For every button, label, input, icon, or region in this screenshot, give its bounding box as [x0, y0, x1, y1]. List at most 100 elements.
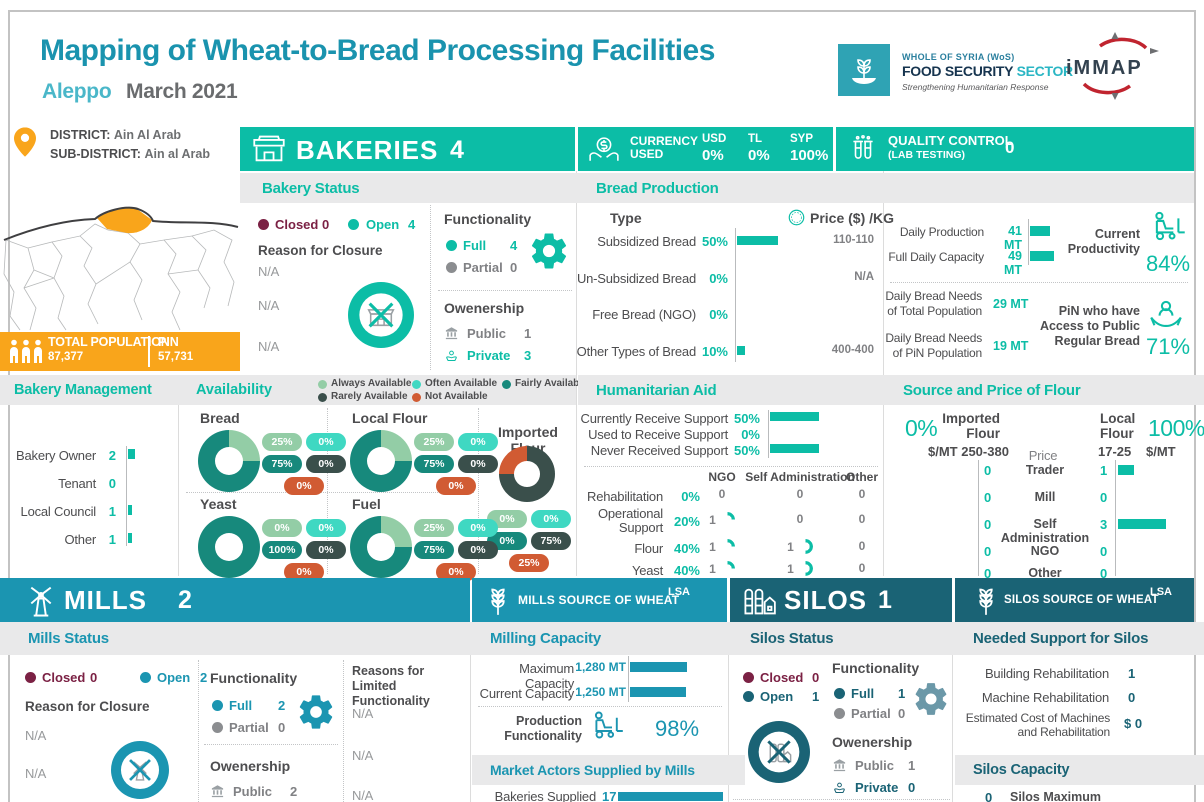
- mills-status-header: Mills Status: [0, 622, 498, 655]
- access-value: 71%: [1146, 334, 1191, 359]
- flour-loc-3: 3: [1100, 517, 1108, 532]
- legend-rarely-label: Rarely Available: [331, 391, 408, 402]
- silos-open-label: Open: [760, 689, 794, 704]
- availability-divider-v2: [478, 408, 479, 574]
- currency-syp-label: SYP: [790, 133, 814, 145]
- hum-row-label-4: Yeast: [631, 563, 663, 578]
- mills-full-dot: [212, 700, 223, 711]
- bakery-closed-value: 0: [322, 217, 330, 232]
- silos-ownership-title: Owenership: [832, 734, 913, 750]
- bakery-reason-2: N/A: [258, 298, 280, 313]
- daily-divider-h: [890, 282, 1188, 283]
- bakery-closed-label: Closed: [275, 217, 319, 232]
- imported-flour-price: $/MT 250-380: [928, 444, 1009, 459]
- bakery-private-label: Private: [467, 348, 511, 363]
- mills-full-value: 2: [278, 698, 286, 713]
- milling-max-bar: [630, 662, 687, 672]
- bakery-status-divider-v: [430, 205, 431, 370]
- mills-limited-title-2: Functionality: [352, 694, 430, 708]
- silos-full-label: Full: [851, 686, 875, 701]
- bakeries-title: BAKERIES: [296, 135, 439, 165]
- access-label-1: PiN who have: [1058, 304, 1140, 318]
- silos-private-label: Private: [855, 780, 899, 795]
- silos-source-title: SILOS SOURCE OF WHEAT: [1004, 594, 1159, 606]
- production-pct-4: 10%: [701, 344, 728, 359]
- cost-label-1: Estimated Cost of Machines: [965, 711, 1110, 725]
- page-frame-right: [1194, 10, 1196, 802]
- production-pct-1: 50%: [701, 234, 728, 249]
- needs-pin-label-2: of PiN Population: [892, 346, 983, 360]
- avail-imported-pill-often: 0%: [531, 510, 571, 528]
- hum-divider-h: [584, 466, 878, 467]
- milling-axis: [628, 656, 629, 702]
- hum-col-ngo: NGO: [708, 470, 736, 484]
- mills-full-label: Full: [229, 698, 253, 713]
- page-frame-top: [8, 10, 1196, 12]
- price-column-header: Price ($) /KG: [810, 210, 895, 226]
- imported-flour-pct: 0%: [905, 415, 938, 441]
- bakery-full-label: Full: [463, 238, 487, 253]
- mills-band: [0, 578, 470, 622]
- district-value: Ain Al Arab: [113, 128, 182, 142]
- avail-bread-pill-not: 0%: [284, 477, 324, 495]
- local-flour-unit: $/MT: [1146, 444, 1176, 459]
- wheat-bowl-icon: [852, 59, 876, 84]
- silos-count: 1: [878, 586, 892, 614]
- production-type-2: Un-Subsidized Bread: [576, 271, 696, 286]
- legend-always-dot: [318, 380, 327, 389]
- avail-fuel-pill-always: 25%: [414, 519, 454, 537]
- local-flour-label: Local Flour: [1100, 411, 1135, 441]
- daily-production-label: Daily Production: [899, 225, 984, 239]
- hum-cell-3-ngo: 1: [709, 539, 716, 554]
- prod-functionality-label-2: Functionality: [504, 729, 582, 743]
- legend-often-dot: [412, 380, 421, 389]
- needs-pin-label: Daily Bread Needs of PiN Population: [884, 331, 982, 361]
- avail-yeast-pill-always: 0%: [262, 519, 302, 537]
- production-axis: [735, 228, 736, 362]
- mills-limited-title-1: Reasons for Limited: [352, 664, 425, 693]
- silos-support-header: Needed Support for Silos: [955, 622, 1204, 655]
- flour-bar-1: [1118, 465, 1134, 475]
- avail-bread-pill-fairly: 75%: [262, 455, 302, 473]
- mills-source-title: MILLS SOURCE OF WHEAT: [518, 593, 680, 607]
- currency-icon: [588, 134, 620, 164]
- mills-partial-dot: [212, 722, 223, 733]
- mills-closed-label: Closed: [42, 670, 86, 685]
- mills-limited-title: Reasons for Limited Functionality: [352, 664, 464, 709]
- local-flour-pct: 100%: [1148, 415, 1204, 441]
- needs-total-value: 29 MT: [993, 297, 1029, 311]
- mills-divider-v2: [343, 660, 344, 802]
- hum-col-other: Other: [845, 470, 878, 484]
- hum-bar-1: [770, 412, 819, 421]
- market-actors-header: Market Actors Supplied by Mills: [472, 755, 745, 785]
- subdistrict-value: Ain al Arab: [144, 147, 210, 161]
- bakeries-supplied-value: 17: [602, 789, 617, 802]
- silos-source-band: [955, 578, 1194, 622]
- currency-usd-label: USD: [702, 133, 727, 145]
- hum-cell-1-other: 0: [858, 487, 866, 501]
- silos-wheat-icon: [974, 586, 998, 616]
- total-population-label: TOTAL POPULATION: [48, 335, 170, 349]
- mills-source-band: [472, 578, 727, 622]
- avail-localflour-pill-often: 0%: [458, 433, 498, 451]
- hum-cell-4-other: 0: [858, 561, 866, 575]
- mills-reason-2: N/A: [25, 766, 47, 781]
- mills-closed-value: 0: [90, 670, 98, 685]
- mgmt-label-3: Local Council: [20, 504, 97, 519]
- bakery-public-label: Public: [467, 326, 507, 341]
- mills-limited-1: N/A: [352, 706, 374, 721]
- bakeries-supplied-bar: [618, 792, 723, 801]
- closed-silo-icon: [748, 721, 810, 783]
- mills-gear-icon: [296, 692, 336, 732]
- hum-arc-2-ngo: [719, 512, 735, 527]
- avail-bread-title: Bread: [200, 410, 240, 426]
- availability-divider-v1: [327, 408, 328, 574]
- page-title: Mapping of Wheat-to-Bread Processing Fac…: [40, 34, 715, 67]
- daily-capacity-bar: [1030, 251, 1054, 261]
- bakery-icon: [252, 133, 286, 165]
- mills-closed-dot: [25, 672, 36, 683]
- mills-wheat-icon: [486, 586, 510, 616]
- currency-usd-value: 0%: [702, 147, 724, 164]
- prod-functionality-label-1: Production: [516, 714, 582, 728]
- silos-partial-label: Partial: [851, 706, 891, 721]
